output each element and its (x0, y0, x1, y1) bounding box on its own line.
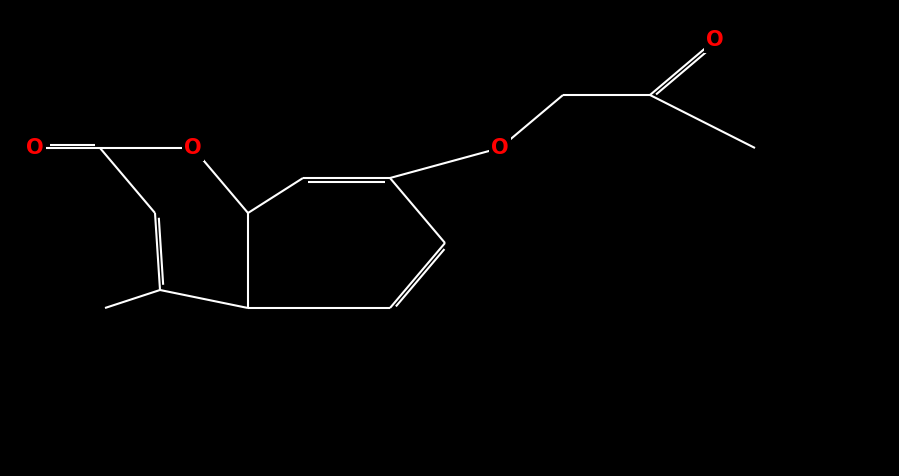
Text: O: O (26, 138, 44, 158)
Text: O: O (184, 138, 201, 158)
Text: O: O (491, 138, 509, 158)
Text: O: O (707, 30, 724, 50)
